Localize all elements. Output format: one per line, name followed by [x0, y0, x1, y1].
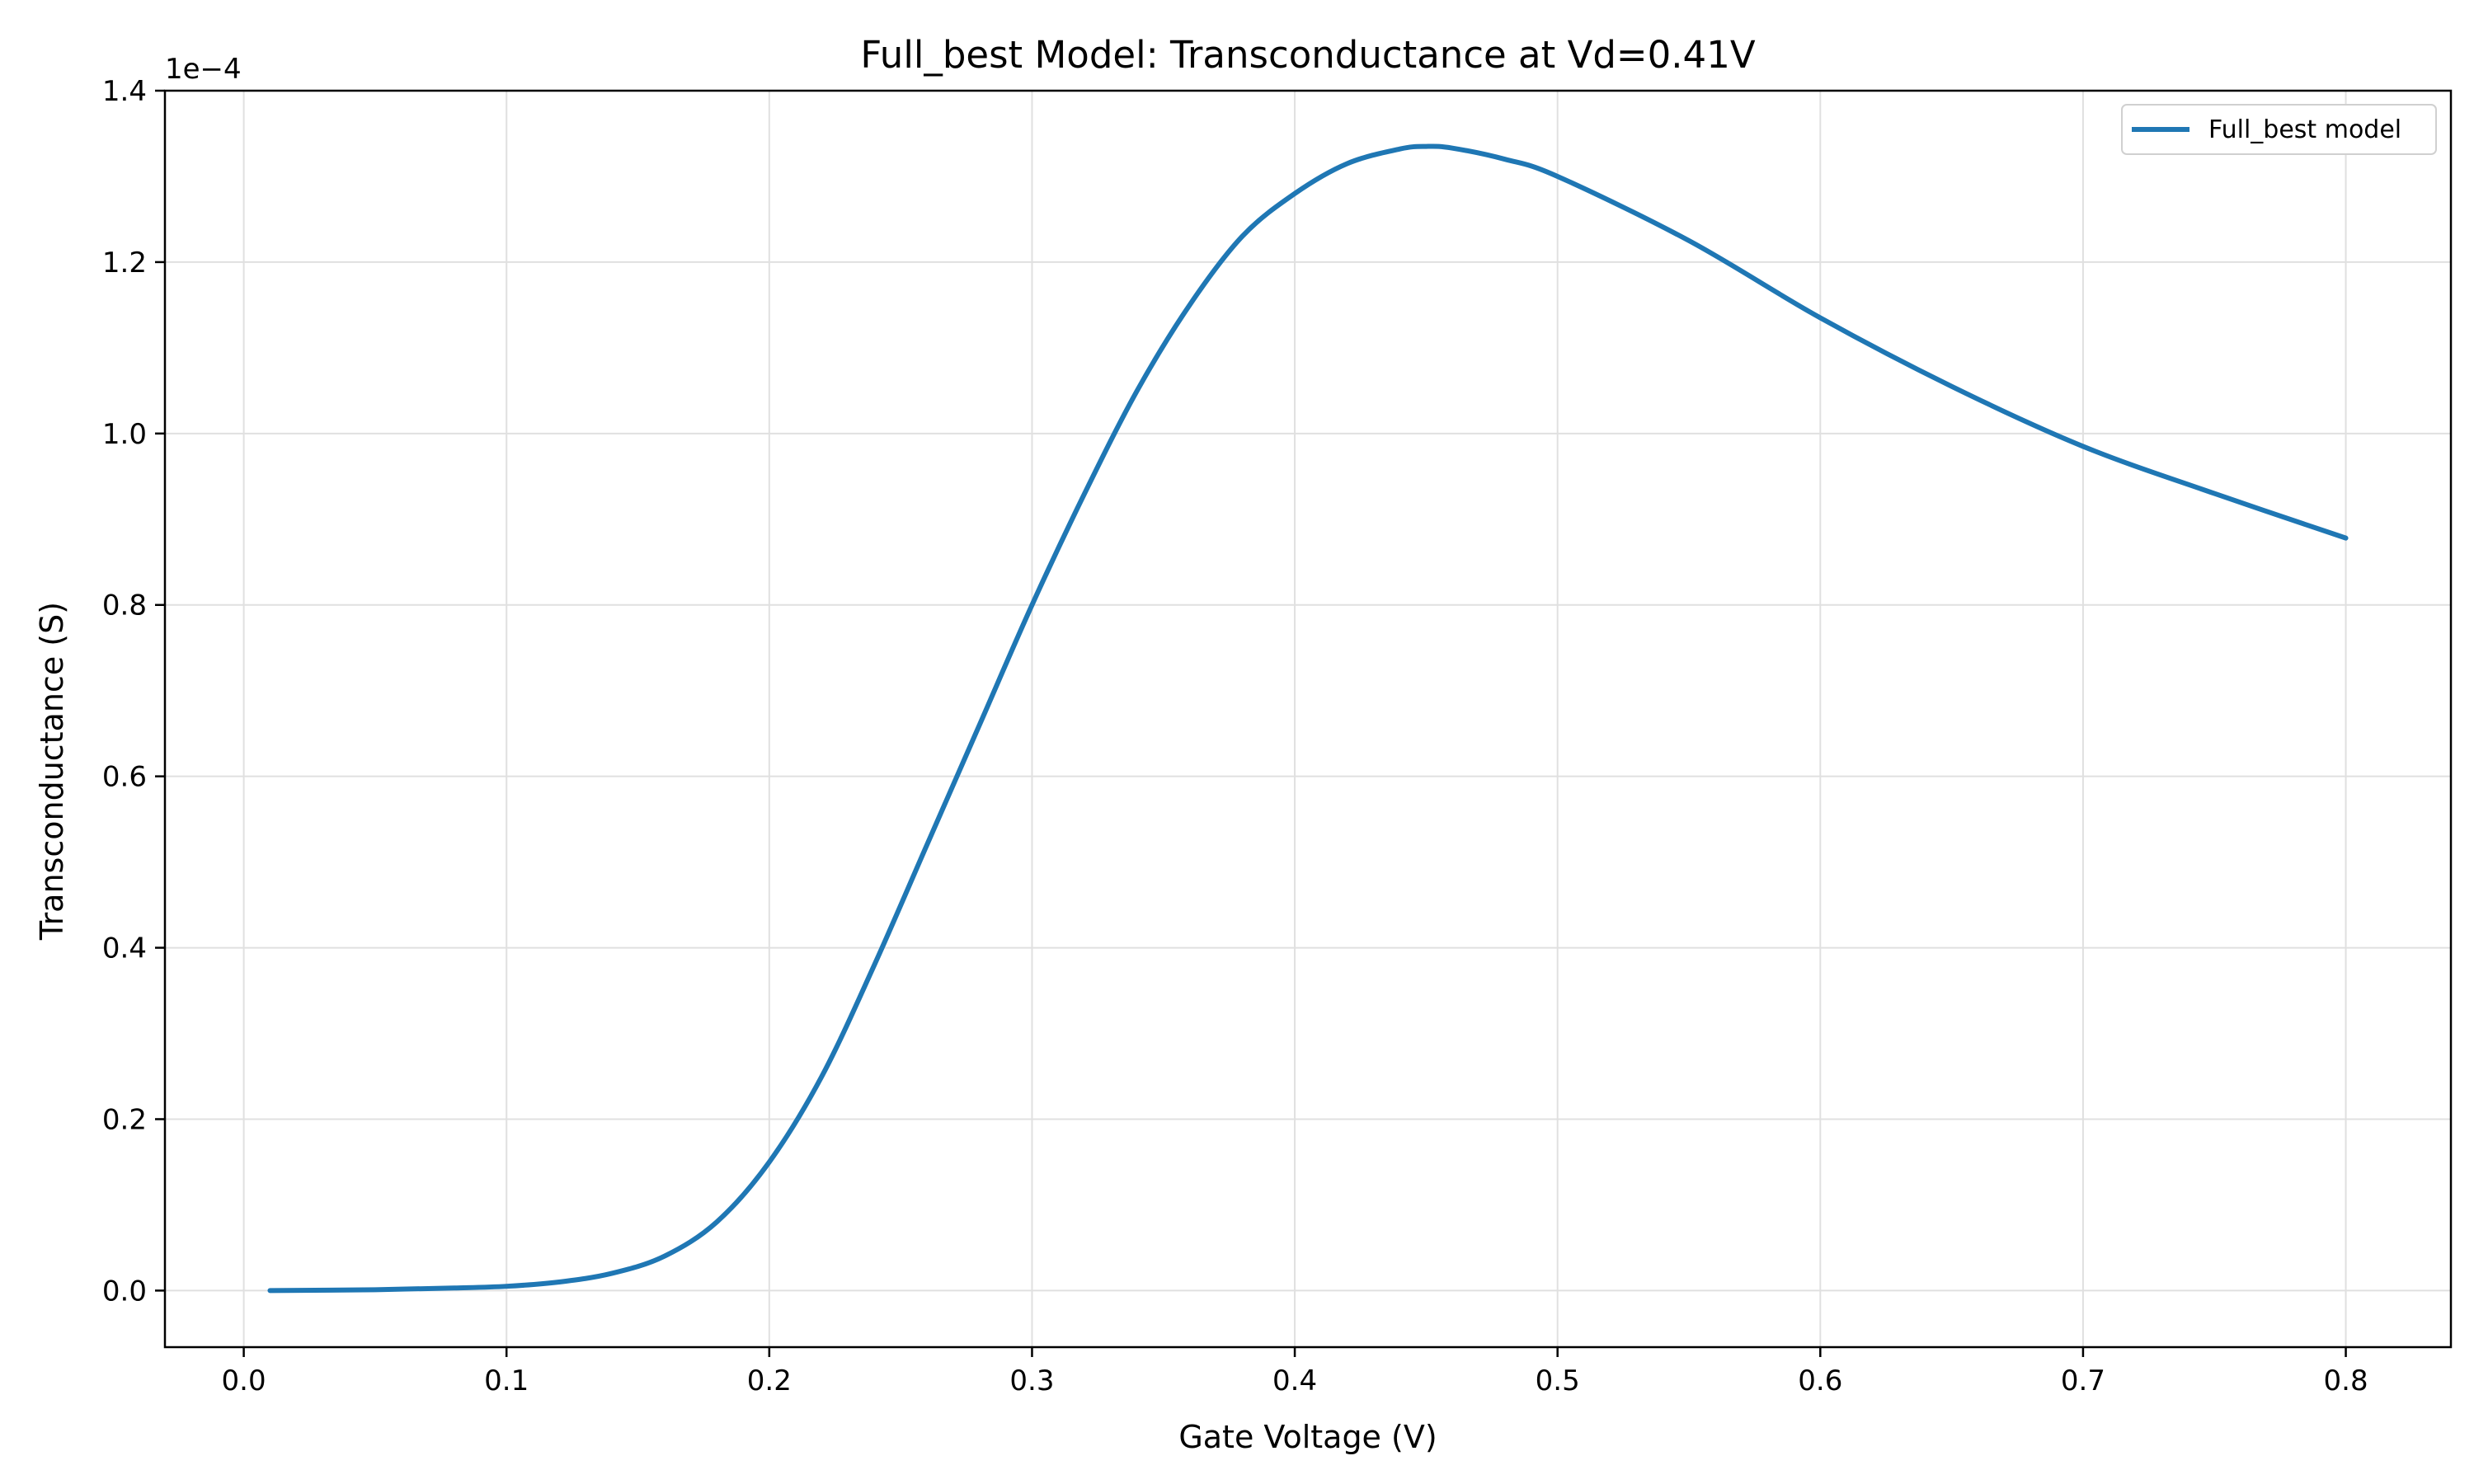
- x-tick-label: 0.3: [1009, 1364, 1054, 1397]
- x-tick-label: 0.2: [747, 1364, 792, 1397]
- x-tick-label: 0.4: [1272, 1364, 1317, 1397]
- y-tick-label: 1.4: [102, 75, 147, 108]
- x-tick-label: 0.1: [484, 1364, 529, 1397]
- y-tick-label: 0.0: [102, 1275, 147, 1308]
- legend-label: Full_best model: [2208, 115, 2401, 144]
- series-line: [267, 143, 2349, 1294]
- y-tick-label: 0.2: [102, 1103, 147, 1136]
- y-tick-label: 0.4: [102, 932, 147, 965]
- y-axis-offset-label: 1e−4: [165, 53, 242, 86]
- x-tick-label: 0.6: [1798, 1364, 1842, 1397]
- legend-box: [2121, 104, 2437, 155]
- legend: Full_best model: [2121, 104, 2437, 155]
- y-tick-label: 1.2: [102, 247, 147, 279]
- x-tick-label: 0.5: [1536, 1364, 1580, 1397]
- x-tick-label: 0.8: [2324, 1364, 2368, 1397]
- x-axis-ticks: 0.0 0.1 0.2 0.3 0.4 0.5 0.6 0.7 0.8: [222, 1347, 2368, 1397]
- plot-frame: [163, 89, 2453, 1349]
- y-tick-label: 0.8: [102, 589, 147, 622]
- y-axis-ticks: 0.0 0.2 0.4 0.6 0.8 1.0 1.2 1.4: [102, 75, 165, 1308]
- y-axis-label: Transconductance (S): [34, 602, 70, 941]
- chart-title: Full_best Model: Transconductance at Vd=…: [860, 33, 1755, 77]
- x-tick-label: 0.0: [222, 1364, 266, 1397]
- y-tick-label: 0.6: [102, 761, 147, 794]
- series-layer: [267, 143, 2349, 1294]
- y-tick-label: 1.0: [102, 418, 147, 451]
- x-axis-label: Gate Voltage (V): [1178, 1419, 1437, 1455]
- x-tick-label: 0.7: [2061, 1364, 2105, 1397]
